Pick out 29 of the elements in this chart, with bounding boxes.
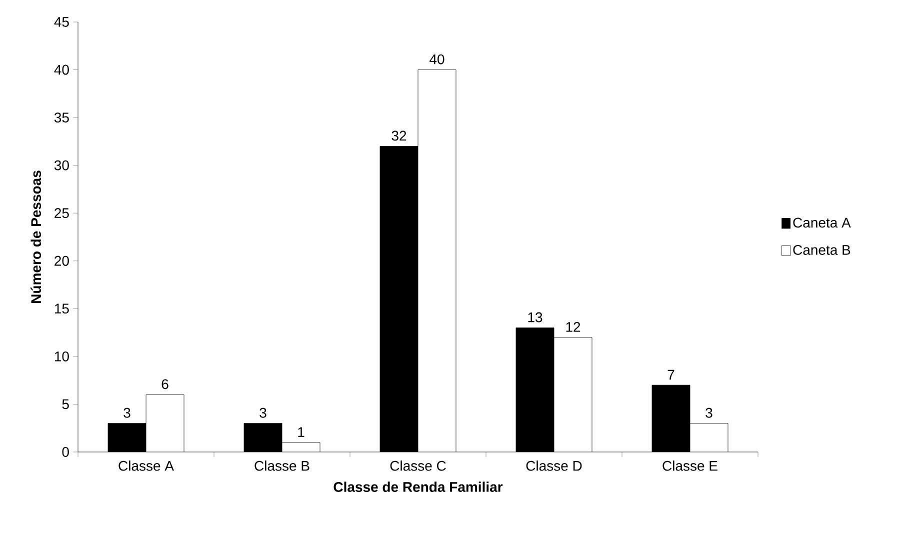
y-tick-label: 5 [62, 399, 69, 410]
y-tick-label: 35 [54, 112, 69, 123]
data-label: 40 [430, 54, 444, 64]
y-tick-label: 30 [54, 160, 69, 170]
y-tick-label: 25 [54, 208, 69, 218]
y-tick-label: 20 [54, 256, 69, 266]
data-label: 32 [392, 130, 406, 141]
x-tick-label: Classe D [526, 460, 582, 471]
data-label: 12 [566, 322, 580, 332]
y-axis-title: Número de Pessoas [30, 170, 42, 303]
x-axis-title: Classe de Renda Familiar [334, 482, 503, 492]
data-label: 3 [260, 408, 266, 418]
legend-label: Caneta B [793, 244, 850, 255]
legend-label: Caneta A [793, 218, 851, 228]
data-label: 6 [162, 379, 168, 390]
data-label: 3 [706, 408, 712, 418]
y-tick-label: 15 [54, 304, 69, 314]
data-label: 7 [668, 370, 674, 380]
x-tick-label: Classe E [662, 460, 718, 471]
y-tick-label: 45 [54, 17, 69, 27]
y-tick-label: 0 [62, 447, 69, 457]
y-tick-label: 40 [54, 64, 69, 75]
x-tick-label: Classe C [390, 460, 446, 471]
data-label: 3 [124, 408, 130, 418]
data-label: 13 [528, 312, 542, 322]
y-tick-label: 10 [54, 351, 69, 362]
x-tick-label: Classe B [254, 460, 310, 471]
data-label: 1 [298, 427, 304, 437]
x-tick-label: Classe A [118, 460, 174, 471]
